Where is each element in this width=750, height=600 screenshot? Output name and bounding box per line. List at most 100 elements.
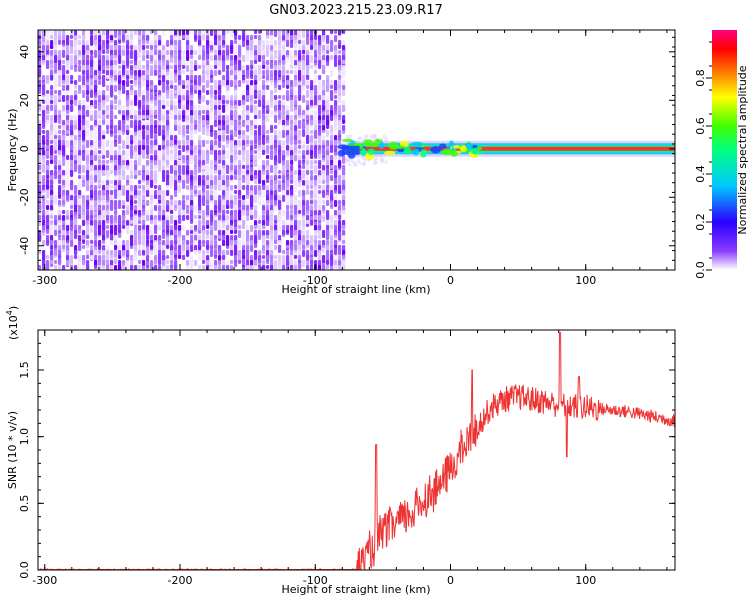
noise-cell <box>290 265 294 270</box>
noise-cell <box>226 120 230 126</box>
noise-cell <box>250 70 254 76</box>
noise-cell <box>246 50 250 62</box>
noise-cell <box>46 195 50 199</box>
noise-cell <box>202 260 206 264</box>
noise-cell <box>286 140 290 145</box>
noise-cell <box>86 90 90 95</box>
noise-cell <box>202 125 206 135</box>
noise-cell <box>118 50 122 55</box>
noise-cell <box>66 85 70 91</box>
noise-cell <box>310 265 314 270</box>
noise-cell <box>234 75 238 80</box>
colorbar-ticks: 0.0 0.2 0.4 0.6 0.8 <box>694 41 712 279</box>
noise-cell <box>194 220 198 225</box>
noise-cell <box>254 240 258 248</box>
noise-cell <box>202 120 206 126</box>
noise-cell <box>294 115 298 120</box>
noise-cell <box>226 100 230 104</box>
noise-cell <box>158 225 162 231</box>
noise-cell <box>322 180 326 184</box>
noise-cell <box>202 240 206 247</box>
colorbar: 0.0 0.2 0.4 0.6 0.8 Normalized spectral ampl… <box>694 30 749 279</box>
noise-cell <box>94 130 98 142</box>
noise-cell <box>270 100 274 108</box>
noise-cell <box>142 50 146 55</box>
noise-cell <box>78 265 82 270</box>
noise-cell <box>86 235 90 239</box>
noise-cell <box>342 225 346 230</box>
noise-cell <box>218 260 222 265</box>
noise-cell <box>258 165 262 170</box>
noise-cell <box>106 220 110 224</box>
noise-cell <box>106 95 110 102</box>
noise-cell <box>98 170 102 182</box>
noise-cell <box>66 160 70 171</box>
noise-cell <box>182 50 186 55</box>
noise-cell <box>58 185 62 197</box>
noise-cell <box>322 210 326 214</box>
noise-cell <box>242 165 246 169</box>
noise-cell <box>118 90 122 95</box>
noise-cell <box>134 235 138 240</box>
noise-cell <box>70 170 74 177</box>
noise-cell <box>74 140 78 150</box>
noise-cell <box>102 245 106 251</box>
noise-cell <box>138 145 142 155</box>
noise-cell <box>266 155 270 159</box>
noise-cell <box>302 85 306 91</box>
noise-cell <box>118 215 122 226</box>
noise-cell <box>342 105 346 112</box>
noise-cell <box>86 40 90 46</box>
noise-cell <box>86 95 90 102</box>
noise-cell <box>266 140 270 144</box>
noise-cell <box>138 125 142 130</box>
noise-cell <box>234 190 238 194</box>
noise-cell <box>138 35 142 40</box>
noise-cell <box>66 180 70 188</box>
noise-cell <box>62 65 66 77</box>
noise-cell <box>266 130 270 134</box>
noise-cell <box>58 195 62 199</box>
noise-cell <box>266 220 270 226</box>
noise-cell <box>226 225 230 231</box>
noise-cell <box>182 95 186 101</box>
noise-cell <box>242 265 246 270</box>
noise-cell <box>262 185 266 190</box>
noise-cell <box>50 35 54 39</box>
noise-cell <box>218 135 222 141</box>
noise-cell <box>130 160 134 165</box>
noise-cell <box>290 215 294 221</box>
noise-cell <box>238 145 242 150</box>
noise-cell <box>342 60 346 64</box>
noise-cell <box>334 265 338 269</box>
noise-cell <box>242 255 246 267</box>
noise-cell <box>86 185 90 191</box>
noise-cell <box>194 205 198 212</box>
noise-cell <box>86 220 90 226</box>
noise-cell <box>74 215 78 226</box>
noise-cell <box>190 160 194 164</box>
noise-cell <box>138 225 142 231</box>
noise-cell <box>194 90 198 94</box>
noise-cell <box>150 55 154 61</box>
noise-cell <box>334 160 338 164</box>
noise-cell <box>182 165 186 175</box>
noise-cell <box>330 110 334 121</box>
noise-cell <box>266 255 270 261</box>
noise-cell <box>122 80 126 86</box>
noise-cell <box>218 160 222 164</box>
noise-cell <box>114 85 118 92</box>
noise-cell <box>182 200 186 210</box>
noise-cell <box>274 45 278 49</box>
noise-fuzz <box>358 136 362 140</box>
noise-cell <box>342 240 346 244</box>
noise-cell <box>338 200 342 205</box>
noise-cell <box>210 110 214 120</box>
noise-cell <box>238 50 242 61</box>
noise-cell <box>166 135 170 140</box>
noise-cell <box>306 235 310 240</box>
noise-cell <box>42 120 46 129</box>
noise-cell <box>306 35 310 45</box>
noise-cell <box>258 265 262 270</box>
noise-cell <box>158 100 162 111</box>
